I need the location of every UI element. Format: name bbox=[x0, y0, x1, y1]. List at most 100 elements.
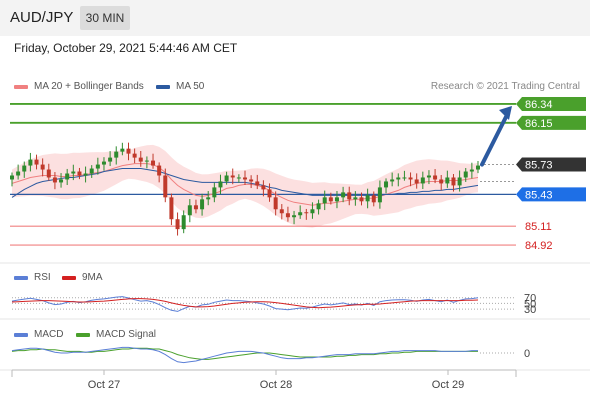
legend-label-macd: MACD bbox=[34, 329, 64, 340]
candle-body-29 bbox=[187, 205, 192, 216]
candle-body-36 bbox=[230, 175, 235, 178]
panel-separators bbox=[0, 262, 590, 371]
candle-body-66 bbox=[414, 179, 419, 184]
candle-body-13 bbox=[89, 168, 94, 174]
candle-body-37 bbox=[236, 177, 241, 179]
candle-body-39 bbox=[249, 179, 254, 182]
legend-rsi-ma: 9MA bbox=[62, 272, 103, 283]
candle-body-44 bbox=[279, 209, 284, 214]
candle-body-60 bbox=[377, 187, 382, 203]
legend-swatch-ma20 bbox=[14, 84, 28, 89]
candle-body-62 bbox=[390, 179, 395, 182]
candle-body-27 bbox=[175, 219, 180, 230]
forecast-arrow bbox=[480, 105, 512, 167]
candle-body-26 bbox=[169, 197, 174, 220]
candle-body-23 bbox=[151, 160, 156, 166]
legend-macd: MACD bbox=[14, 329, 63, 340]
candle-body-0 bbox=[10, 175, 14, 180]
candle-body-16 bbox=[108, 157, 113, 162]
rsi-ma-line bbox=[11, 298, 479, 309]
bollinger-band-fill bbox=[12, 144, 478, 228]
candle-body-34 bbox=[218, 181, 223, 188]
legend-label-rsi-ma: 9MA bbox=[82, 272, 103, 283]
legend-label-rsi: RSI bbox=[34, 272, 51, 283]
chart-header: AUD/JPY 30 MIN bbox=[0, 0, 590, 36]
candle-body-50 bbox=[316, 203, 321, 210]
candle-body-4 bbox=[34, 159, 39, 165]
level-label-current-2: 85.73 bbox=[525, 160, 553, 172]
level-tag-pivot-3 bbox=[516, 187, 586, 202]
forecast-arrow-head bbox=[499, 105, 512, 120]
legend-swatch-rsi-ma bbox=[62, 275, 76, 280]
time-tick-label-1: Oct 28 bbox=[260, 379, 292, 391]
legend-swatch-macd bbox=[14, 332, 28, 337]
level-label-support-4: 85.11 bbox=[525, 221, 552, 233]
candle-body-56 bbox=[353, 197, 358, 200]
candle-body-65 bbox=[408, 177, 413, 180]
rsi-tick-1: 50 bbox=[524, 298, 536, 310]
macd-panel: 0 bbox=[11, 346, 530, 364]
legend-rsi: RSI bbox=[14, 272, 51, 283]
candle-body-73 bbox=[457, 177, 462, 186]
candle-body-25 bbox=[163, 175, 168, 198]
candle-body-43 bbox=[273, 197, 278, 210]
level-labels: 86.34 86.15 85.73 85.43 85.11 84.92 bbox=[516, 96, 586, 252]
rsi-tick-2: 30 bbox=[524, 304, 536, 316]
candle-body-58 bbox=[365, 195, 370, 202]
legend-label-macd-signal: MACD Signal bbox=[96, 329, 157, 340]
candle-body-57 bbox=[359, 197, 364, 202]
legend-label-ma20: MA 20 + Bollinger Bands bbox=[34, 81, 144, 92]
candle-body-30 bbox=[193, 205, 198, 210]
level-tag-current-2 bbox=[516, 157, 586, 172]
candle-body-41 bbox=[261, 185, 266, 190]
candle-body-38 bbox=[243, 177, 247, 180]
candles[interactable] bbox=[10, 142, 480, 236]
candle-body-5 bbox=[40, 164, 45, 170]
rsi-line bbox=[11, 296, 479, 312]
candle-body-74 bbox=[463, 171, 468, 178]
candle-body-68 bbox=[426, 175, 431, 178]
candle-body-17 bbox=[114, 151, 119, 158]
level-tag-resistance-0 bbox=[516, 96, 586, 111]
candle-body-28 bbox=[181, 215, 186, 230]
legend-label-ma50: MA 50 bbox=[176, 81, 205, 92]
level-label-pivot-3: 85.43 bbox=[525, 189, 553, 201]
level-label-support-5: 84.92 bbox=[525, 240, 553, 252]
legend-macd-signal: MACD Signal bbox=[76, 329, 156, 340]
candle-body-35 bbox=[224, 175, 229, 182]
candle-body-31 bbox=[200, 199, 205, 210]
level-tag-resistance-1 bbox=[516, 115, 586, 130]
candle-body-40 bbox=[255, 181, 260, 186]
candle-body-67 bbox=[420, 177, 425, 184]
legend-swatch-macd-signal bbox=[76, 332, 90, 337]
research-credit: Research © 2021 Trading Central bbox=[430, 81, 580, 92]
candle-body-2 bbox=[22, 165, 27, 172]
candle-body-76 bbox=[476, 165, 480, 170]
bollinger-band bbox=[12, 144, 478, 228]
timeframe-badge[interactable]: 30 MIN bbox=[80, 6, 130, 30]
candle-body-33 bbox=[212, 187, 217, 198]
legend-ma20: MA 20 + Bollinger Bands bbox=[14, 81, 144, 92]
candle-body-7 bbox=[52, 177, 57, 183]
legend-swatch-ma50 bbox=[156, 84, 170, 89]
level-label-resistance-1: 86.15 bbox=[525, 118, 553, 130]
candle-body-46 bbox=[292, 215, 297, 218]
time-axis: Oct 27 Oct 28 Oct 29 bbox=[11, 369, 517, 391]
candle-body-72 bbox=[451, 177, 456, 186]
instrument-title: AUD/JPY bbox=[10, 9, 74, 26]
timestamp: Friday, October 29, 2021 5:44:46 AM CET bbox=[14, 41, 238, 55]
candle-body-48 bbox=[304, 212, 309, 214]
candle-body-63 bbox=[396, 177, 401, 180]
candle-body-69 bbox=[433, 175, 438, 180]
candle-body-61 bbox=[384, 181, 389, 188]
candle-body-51 bbox=[322, 197, 327, 204]
candle-body-71 bbox=[445, 177, 450, 184]
candle-body-47 bbox=[298, 212, 303, 216]
candle-body-64 bbox=[402, 177, 407, 179]
candle-body-8 bbox=[59, 179, 64, 183]
candle-body-52 bbox=[328, 197, 333, 202]
candle-body-10 bbox=[71, 171, 76, 174]
candle-body-14 bbox=[95, 164, 100, 169]
